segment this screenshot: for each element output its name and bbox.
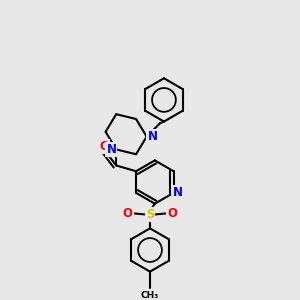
- Text: N: N: [147, 130, 158, 143]
- Text: N: N: [172, 186, 182, 200]
- Text: S: S: [146, 208, 154, 221]
- Text: N: N: [106, 143, 116, 156]
- Text: CH₃: CH₃: [141, 291, 159, 300]
- Text: O: O: [167, 207, 177, 220]
- Text: O: O: [123, 207, 133, 220]
- Text: O: O: [99, 140, 109, 153]
